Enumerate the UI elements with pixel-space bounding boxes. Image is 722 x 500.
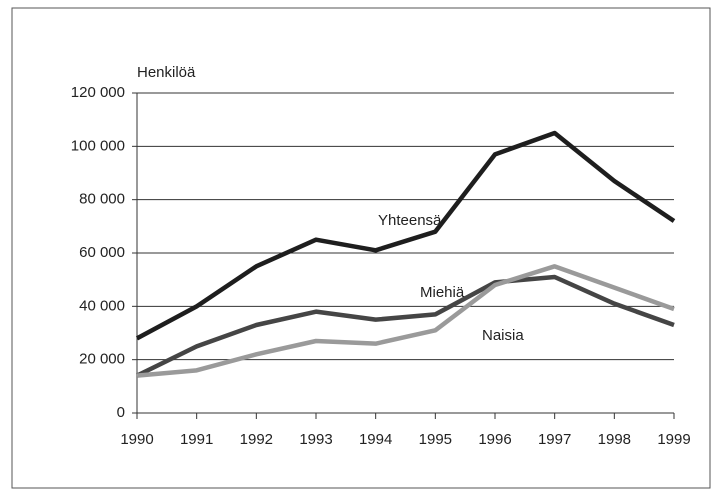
x-tick-label: 1996 <box>478 431 511 448</box>
x-tick-label: 1991 <box>180 431 213 448</box>
frame <box>11 7 711 489</box>
x-tick-label: 1992 <box>240 431 273 448</box>
series-line <box>136 274 675 378</box>
series-label: Miehiä <box>420 284 465 301</box>
series-line <box>136 264 675 378</box>
x-tick-label: 1998 <box>598 431 631 448</box>
y-tick-label: 80 000 <box>79 191 125 208</box>
y-tick-label: 60 000 <box>79 244 125 261</box>
y-tick-label: 120 000 <box>71 84 125 101</box>
x-tick-label: 1997 <box>538 431 571 448</box>
series-line <box>135 130 676 341</box>
x-tick-label: 1990 <box>120 431 153 448</box>
x-tick-label: 1994 <box>359 431 392 448</box>
y-tick-label: 40 000 <box>79 297 125 314</box>
x-tick-label: 1999 <box>657 431 690 448</box>
x-tick-label: 1995 <box>419 431 452 448</box>
y-tick-label: 0 <box>117 404 125 421</box>
series-label: Naisia <box>482 327 524 344</box>
x-tick-label: 1993 <box>299 431 332 448</box>
y-tick-label: 20 000 <box>79 351 125 368</box>
series-label: Yhteensä <box>378 212 442 229</box>
y-tick-label: 100 000 <box>71 137 125 154</box>
y-axis-label: Henkilöä <box>137 64 196 81</box>
